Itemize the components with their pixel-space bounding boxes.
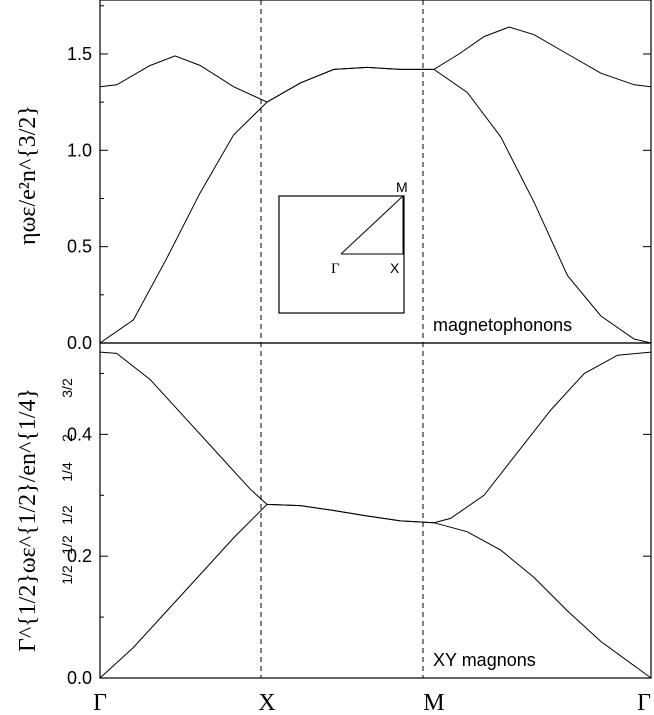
bottom-y-ticks xyxy=(100,372,651,679)
overlay-fragment: 1/4 xyxy=(59,462,75,482)
magnetophonons-label: magnetophonons xyxy=(433,315,572,335)
inset-x-label: X xyxy=(390,260,400,276)
top-curves xyxy=(99,26,652,344)
x-point-label: Γ xyxy=(93,690,107,715)
overlay-fragment: 1/2 xyxy=(59,535,75,555)
overlay-ylabel-fragments: 3/2 2 1/4 1/2 1/2 1/2 xyxy=(59,378,75,585)
inset-m-label: M xyxy=(396,179,408,195)
brillouin-zone-inset: Γ X M xyxy=(278,179,408,314)
y-tick-labels: 0.0 0.5 1.0 1.5 0.0 0.2 0.4 xyxy=(67,44,92,688)
y-tick-label: 0.5 xyxy=(67,237,92,257)
top-panel-frame xyxy=(99,0,652,344)
x-point-label: Γ xyxy=(637,690,651,715)
y-tick-label: 0.0 xyxy=(67,333,92,353)
inset-frame xyxy=(278,195,405,314)
y-tick-label: 1.0 xyxy=(67,140,92,160)
xy-magnons-label: XY magnons xyxy=(433,650,536,670)
inset-gamma-label: Γ xyxy=(331,261,340,277)
y-tick-label: 0.0 xyxy=(67,668,92,688)
series-1-line xyxy=(99,351,652,524)
bottom-panel-frame xyxy=(99,342,652,679)
series-0-line xyxy=(99,503,652,679)
series-0-line xyxy=(99,66,652,344)
y-tick-label: 0.4 xyxy=(67,424,92,444)
bottom-y-axis-label: Γ^{1/2}ωε^{1/2}/en^{1/4} xyxy=(15,388,41,652)
overlay-fragment: 1/2 xyxy=(59,505,75,525)
top-y-ticks xyxy=(100,5,651,344)
x-point-label: M xyxy=(423,690,444,715)
x-point-label: X xyxy=(258,690,275,715)
top-y-axis-label: ηωε/e²n^{3/2} xyxy=(15,105,41,245)
inset-triangle xyxy=(340,194,404,255)
series-1-line xyxy=(99,26,652,103)
bottom-curves xyxy=(99,351,652,679)
overlay-fragment: 3/2 xyxy=(59,378,75,398)
y-tick-label: 0.2 xyxy=(67,546,92,566)
overlay-fragment: 2 xyxy=(59,434,75,442)
overlay-fragment: 1/2 xyxy=(59,565,75,585)
y-tick-label: 1.5 xyxy=(67,44,92,64)
